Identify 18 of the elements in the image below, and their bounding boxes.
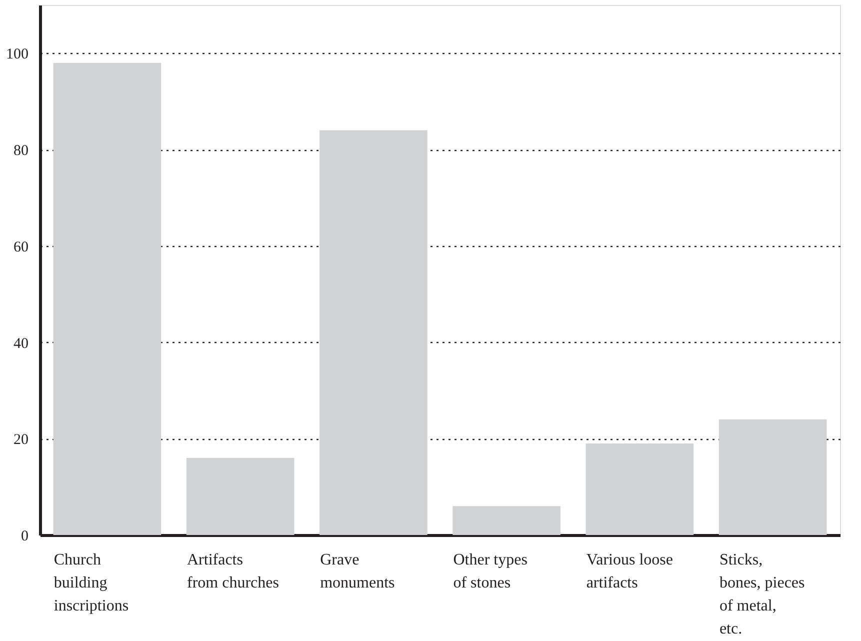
y-tick-label: 40 (14, 336, 28, 352)
x-tick-label: Grave monuments (320, 552, 395, 592)
bar (586, 443, 694, 535)
bar (452, 506, 560, 535)
bar (186, 458, 294, 535)
x-tick-label: Various loose artifacts (586, 552, 673, 592)
bar (53, 62, 162, 535)
y-tick-label: 100 (6, 46, 28, 63)
x-tick-label: Artifacts from churches (187, 552, 279, 592)
bar (718, 419, 827, 535)
y-tick-label: 0 (21, 528, 28, 544)
x-tick-label: Other types of stones (453, 552, 528, 592)
x-tick-label: Sticks, bones, pieces of metal, etc. (719, 552, 805, 638)
x-tick-label: Church building inscriptions (54, 552, 129, 614)
bar (320, 130, 428, 535)
y-tick-label: 20 (14, 432, 28, 448)
y-tick-label: 80 (14, 143, 28, 160)
y-tick-label: 60 (14, 239, 28, 256)
